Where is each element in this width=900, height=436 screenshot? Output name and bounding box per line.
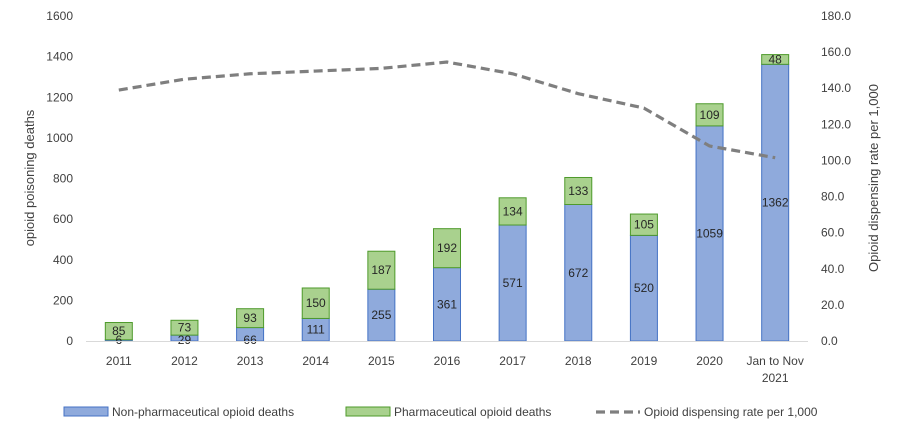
bar-label-pharmaceutical-0: 85 <box>112 324 126 338</box>
x-tick-label: 2011 <box>106 354 132 368</box>
bar-label-non-pharmaceutical-3: 111 <box>307 323 326 337</box>
y-tick-label: 1200 <box>46 90 73 104</box>
x-tick-label: 2017 <box>499 354 526 368</box>
bar-non-pharmaceutical-9 <box>695 125 724 342</box>
y-tick-label: 800 <box>53 172 73 186</box>
legend-item-2: Opioid dispensing rate per 1,000 <box>596 405 818 419</box>
legend: Non-pharmaceutical opioid deaths Pharmace… <box>63 405 818 419</box>
bar-pharmaceutical-3 <box>301 287 330 319</box>
y2-tick-label: 160.0 <box>821 45 851 59</box>
bar-label-pharmaceutical-7: 133 <box>568 184 588 198</box>
bar-label-pharmaceutical-6: 134 <box>503 204 523 218</box>
bar-label-pharmaceutical-2: 93 <box>243 311 257 325</box>
y2-tick-label: 40.0 <box>821 262 845 276</box>
x-tick-label: Jan to Nov 2021 <box>746 354 803 385</box>
y2-axis-title: Opioid dispensing rate per 1,000 <box>866 84 881 272</box>
bar-label-non-pharmaceutical-5: 361 <box>437 297 457 311</box>
x-tick-label: 2014 <box>302 354 329 368</box>
y-axis-title: opioid poisoning deaths <box>22 109 37 246</box>
bar-pharmaceutical-2 <box>236 308 265 329</box>
x-tick-label: 2015 <box>368 354 395 368</box>
bar-label-non-pharmaceutical-0: 6 <box>115 333 122 347</box>
x-tick-label: 2016 <box>434 354 461 368</box>
bars-layer <box>104 54 790 342</box>
legend-swatch <box>345 406 391 417</box>
line-layer <box>118 60 776 160</box>
y-tick-label: 200 <box>53 293 73 307</box>
legend-label: Non-pharmaceutical opioid deaths <box>112 405 294 419</box>
bar-label-non-pharmaceutical-1: 29 <box>178 333 192 347</box>
legend-item-1: Pharmaceutical opioid deaths <box>345 405 551 419</box>
y2-tick-label: 180.0 <box>821 9 851 23</box>
y2-tick-label: 100.0 <box>821 153 851 167</box>
bar-label-non-pharmaceutical-8: 520 <box>634 281 654 295</box>
bar-label-non-pharmaceutical-4: 255 <box>371 308 391 322</box>
bar-non-pharmaceutical-4 <box>367 288 396 342</box>
legend-label: Pharmaceutical opioid deaths <box>394 405 551 419</box>
bar-pharmaceutical-10 <box>761 54 790 65</box>
x-tick-label: 2013 <box>237 354 264 368</box>
bar-label-pharmaceutical-8: 105 <box>634 218 654 232</box>
bar-non-pharmaceutical-6 <box>498 224 527 342</box>
bar-non-pharmaceutical-7 <box>564 204 593 342</box>
bar-pharmaceutical-8 <box>629 213 658 236</box>
bar-label-pharmaceutical-4: 187 <box>371 263 391 277</box>
x-tick-label: 2012 <box>171 354 198 368</box>
bar-non-pharmaceutical-5 <box>433 267 461 342</box>
bar-label-non-pharmaceutical-10: 1362 <box>762 196 789 210</box>
bar-pharmaceutical-1 <box>170 319 199 336</box>
bar-pharmaceutical-9 <box>695 103 724 127</box>
x-tick-label: 2019 <box>631 354 658 368</box>
y2-tick-label: 140.0 <box>821 81 851 95</box>
y-tick-label: 0 <box>66 334 73 348</box>
y-tick-label: 1000 <box>46 131 73 145</box>
bar-pharmaceutical-6 <box>498 197 527 226</box>
bar-label-non-pharmaceutical-9: 1059 <box>696 226 723 240</box>
bar-label-non-pharmaceutical-6: 571 <box>503 276 523 290</box>
y2-tick-label: 20.0 <box>821 298 845 312</box>
y-tick-label: 600 <box>53 212 73 226</box>
x-tick-label: 2018 <box>565 354 592 368</box>
bar-label-non-pharmaceutical-7: 672 <box>568 266 588 280</box>
dispensing-rate-line <box>118 60 776 160</box>
bar-label-pharmaceutical-10: 48 <box>769 52 783 66</box>
y2-tick-label: 0.0 <box>821 334 838 348</box>
y2-tick-label: 120.0 <box>821 117 851 131</box>
bar-label-pharmaceutical-3: 150 <box>306 296 326 310</box>
y2-tick-label: 80.0 <box>821 190 845 204</box>
bar-pharmaceutical-5 <box>433 228 461 269</box>
bar-pharmaceutical-4 <box>367 250 396 290</box>
y-tick-label: 1400 <box>46 50 73 64</box>
axes-layer: 0 200 400 600 800 1000 1200 1400 1600 0.0 20.0 40.0… <box>46 9 851 385</box>
bar-pharmaceutical-7 <box>564 176 593 205</box>
bar-label-pharmaceutical-1: 73 <box>178 321 192 335</box>
y-tick-label: 1600 <box>46 9 73 23</box>
legend-swatch <box>63 406 109 417</box>
bar-non-pharmaceutical-8 <box>629 234 658 342</box>
x-tick-label: 2020 <box>696 354 723 368</box>
legend-label: Opioid dispensing rate per 1,000 <box>644 405 818 419</box>
bar-label-pharmaceutical-9: 109 <box>700 108 720 122</box>
bar-label-non-pharmaceutical-2: 66 <box>243 333 257 347</box>
y2-tick-label: 60.0 <box>821 226 845 240</box>
legend-item-0: Non-pharmaceutical opioid deaths <box>63 405 294 419</box>
y-tick-label: 400 <box>53 253 73 267</box>
bar-non-pharmaceutical-10 <box>761 63 790 342</box>
bar-label-pharmaceutical-5: 192 <box>437 241 457 255</box>
bar-pharmaceutical-0 <box>104 322 133 341</box>
